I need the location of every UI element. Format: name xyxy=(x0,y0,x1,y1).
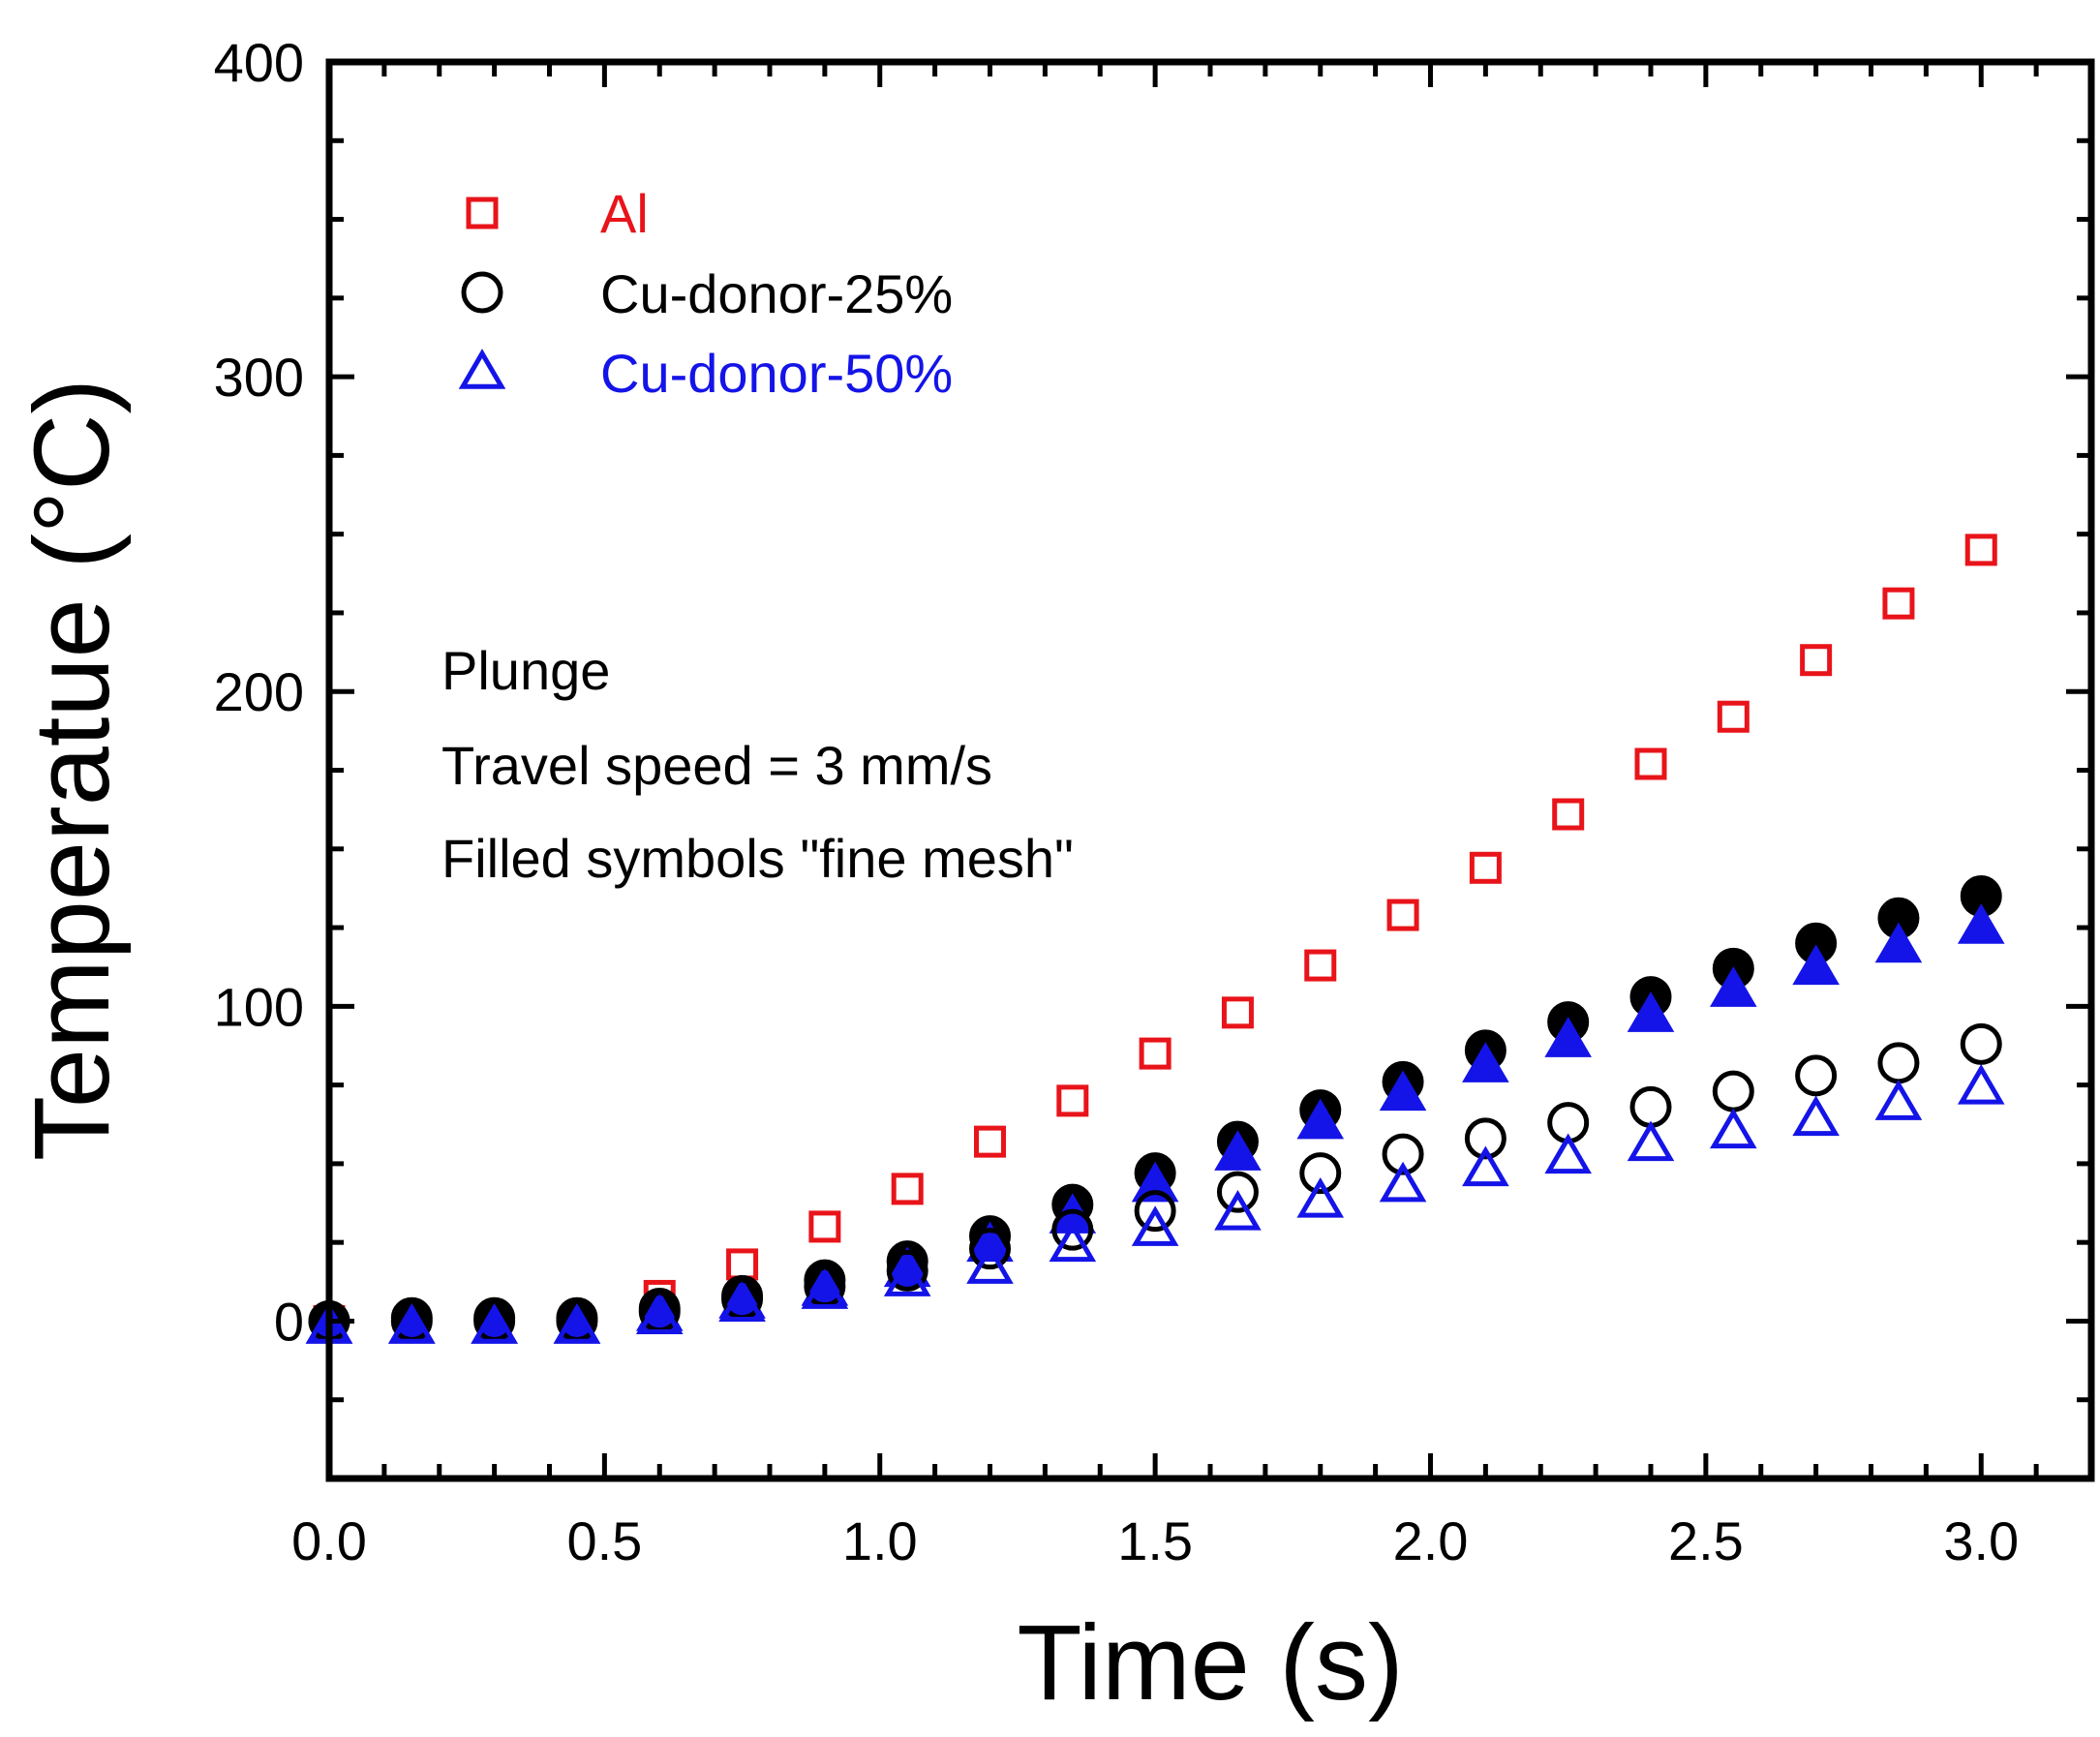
x-tick-label: 0.0 xyxy=(291,1510,367,1571)
annotation-filled-symbols: Filled symbols "fine mesh" xyxy=(441,828,1074,889)
point-cu-donor-50 xyxy=(1627,1120,1675,1162)
point-cu-donor-25 xyxy=(969,1228,1011,1270)
point-cu-donor-50-fine-mesh xyxy=(1627,991,1675,1032)
point-al xyxy=(808,1210,841,1243)
point-al xyxy=(891,1173,924,1205)
point-cu-donor-25 xyxy=(1877,1042,1920,1084)
x-axis-title: Time (s) xyxy=(1017,1603,1403,1722)
legend-label-al: Al xyxy=(600,183,649,244)
annotation-travel-speed: Travel speed = 3 mm/s xyxy=(441,735,992,796)
x-tick-label: 0.5 xyxy=(566,1510,642,1571)
point-cu-donor-25 xyxy=(1134,1190,1176,1233)
point-cu-donor-50-fine-mesh xyxy=(1792,944,1840,986)
legend-marker-cu-donor-50 xyxy=(458,349,506,389)
y-tick-label: 200 xyxy=(214,661,304,722)
point-al xyxy=(1882,587,1915,620)
point-cu-donor-50 xyxy=(1710,1108,1757,1149)
point-cu-donor-25 xyxy=(1712,1070,1754,1112)
point-al xyxy=(1221,996,1254,1029)
point-cu-donor-25 xyxy=(1382,1133,1424,1175)
point-cu-donor-50-fine-mesh xyxy=(1214,1130,1262,1171)
legend-label-cu-donor-50: Cu-donor-50% xyxy=(600,343,953,404)
point-cu-donor-50-fine-mesh xyxy=(1874,922,1923,963)
legend-marker-cu-donor-25 xyxy=(461,271,503,314)
point-cu-donor-50 xyxy=(718,1281,766,1322)
point-cu-donor-50-fine-mesh xyxy=(1710,966,1757,1007)
point-cu-donor-50 xyxy=(1214,1189,1262,1231)
point-al xyxy=(1386,899,1419,931)
x-tick-label: 2.5 xyxy=(1668,1510,1744,1571)
point-cu-donor-50-fine-mesh xyxy=(1544,1017,1592,1057)
annotation-plunge: Plunge xyxy=(441,640,610,701)
y-tick-label: 0 xyxy=(274,1291,304,1352)
x-tick-label: 1.5 xyxy=(1117,1510,1193,1571)
y-tick-label: 300 xyxy=(214,347,304,408)
point-cu-donor-50 xyxy=(635,1294,684,1334)
point-cu-donor-25 xyxy=(1216,1171,1259,1213)
point-cu-donor-50-fine-mesh xyxy=(1957,903,2005,944)
point-al xyxy=(1304,949,1337,982)
point-cu-donor-50 xyxy=(966,1243,1014,1284)
legend-label-cu-donor-25: Cu-donor-25% xyxy=(600,263,953,324)
legend-marker-al xyxy=(466,197,499,229)
point-al xyxy=(1552,798,1585,831)
point-al xyxy=(726,1248,759,1281)
point-cu-donor-25 xyxy=(1960,1022,2002,1065)
point-al xyxy=(1469,851,1502,884)
data-points xyxy=(305,533,2005,1344)
point-al xyxy=(1634,747,1667,780)
legend-markers xyxy=(458,197,506,389)
point-cu-donor-50-fine-mesh xyxy=(1462,1042,1509,1082)
point-cu-donor-50 xyxy=(388,1303,436,1344)
point-cu-donor-25 xyxy=(1464,1117,1507,1160)
x-tick-label: 3.0 xyxy=(1943,1510,2019,1571)
point-cu-donor-50-fine-mesh xyxy=(1296,1098,1345,1140)
point-cu-donor-50 xyxy=(1049,1221,1097,1263)
point-cu-donor-50 xyxy=(1544,1133,1592,1174)
y-tick-label: 400 xyxy=(214,32,304,93)
y-tick-label: 100 xyxy=(214,976,304,1037)
point-al xyxy=(1964,533,1997,566)
point-cu-donor-50 xyxy=(1462,1145,1509,1187)
axis-ticks xyxy=(326,59,2094,1481)
point-al xyxy=(1800,644,1833,677)
x-tick-label: 1.0 xyxy=(842,1510,918,1571)
point-al xyxy=(1139,1037,1172,1070)
point-cu-donor-50 xyxy=(1131,1205,1179,1246)
point-cu-donor-25 xyxy=(886,1249,928,1292)
point-cu-donor-50-fine-mesh xyxy=(1131,1161,1179,1203)
x-tick-label: 2.0 xyxy=(1393,1510,1469,1571)
point-al xyxy=(1056,1084,1089,1117)
point-cu-donor-50 xyxy=(1379,1161,1427,1203)
point-cu-donor-50 xyxy=(1874,1080,1923,1120)
point-cu-donor-50 xyxy=(553,1303,601,1344)
point-cu-donor-50-fine-mesh xyxy=(1379,1070,1427,1112)
point-cu-donor-50 xyxy=(1296,1176,1345,1218)
point-cu-donor-25 xyxy=(1795,1054,1838,1097)
point-cu-donor-50 xyxy=(883,1256,931,1296)
legend: Al Cu-donor-25% Cu-donor-50% xyxy=(458,183,953,404)
point-cu-donor-50 xyxy=(1957,1063,2005,1105)
annotation-block: Plunge Travel speed = 3 mm/s Filled symb… xyxy=(441,640,1074,889)
point-cu-donor-25 xyxy=(1629,1085,1672,1128)
point-al xyxy=(974,1125,1006,1158)
y-axis-title: Temperatue (°C) xyxy=(13,379,132,1161)
point-cu-donor-50-fine-mesh xyxy=(966,1221,1014,1263)
point-cu-donor-50 xyxy=(801,1268,849,1309)
point-al xyxy=(1717,700,1750,733)
point-cu-donor-50 xyxy=(1792,1095,1840,1137)
point-cu-donor-50 xyxy=(471,1303,518,1344)
tick-labels: 0.0 0.5 1.0 1.5 2.0 2.5 3.0 0 100 200 300 400 xyxy=(214,32,2020,1571)
point-cu-donor-25 xyxy=(1051,1208,1094,1251)
point-cu-donor-25 xyxy=(1299,1152,1342,1195)
